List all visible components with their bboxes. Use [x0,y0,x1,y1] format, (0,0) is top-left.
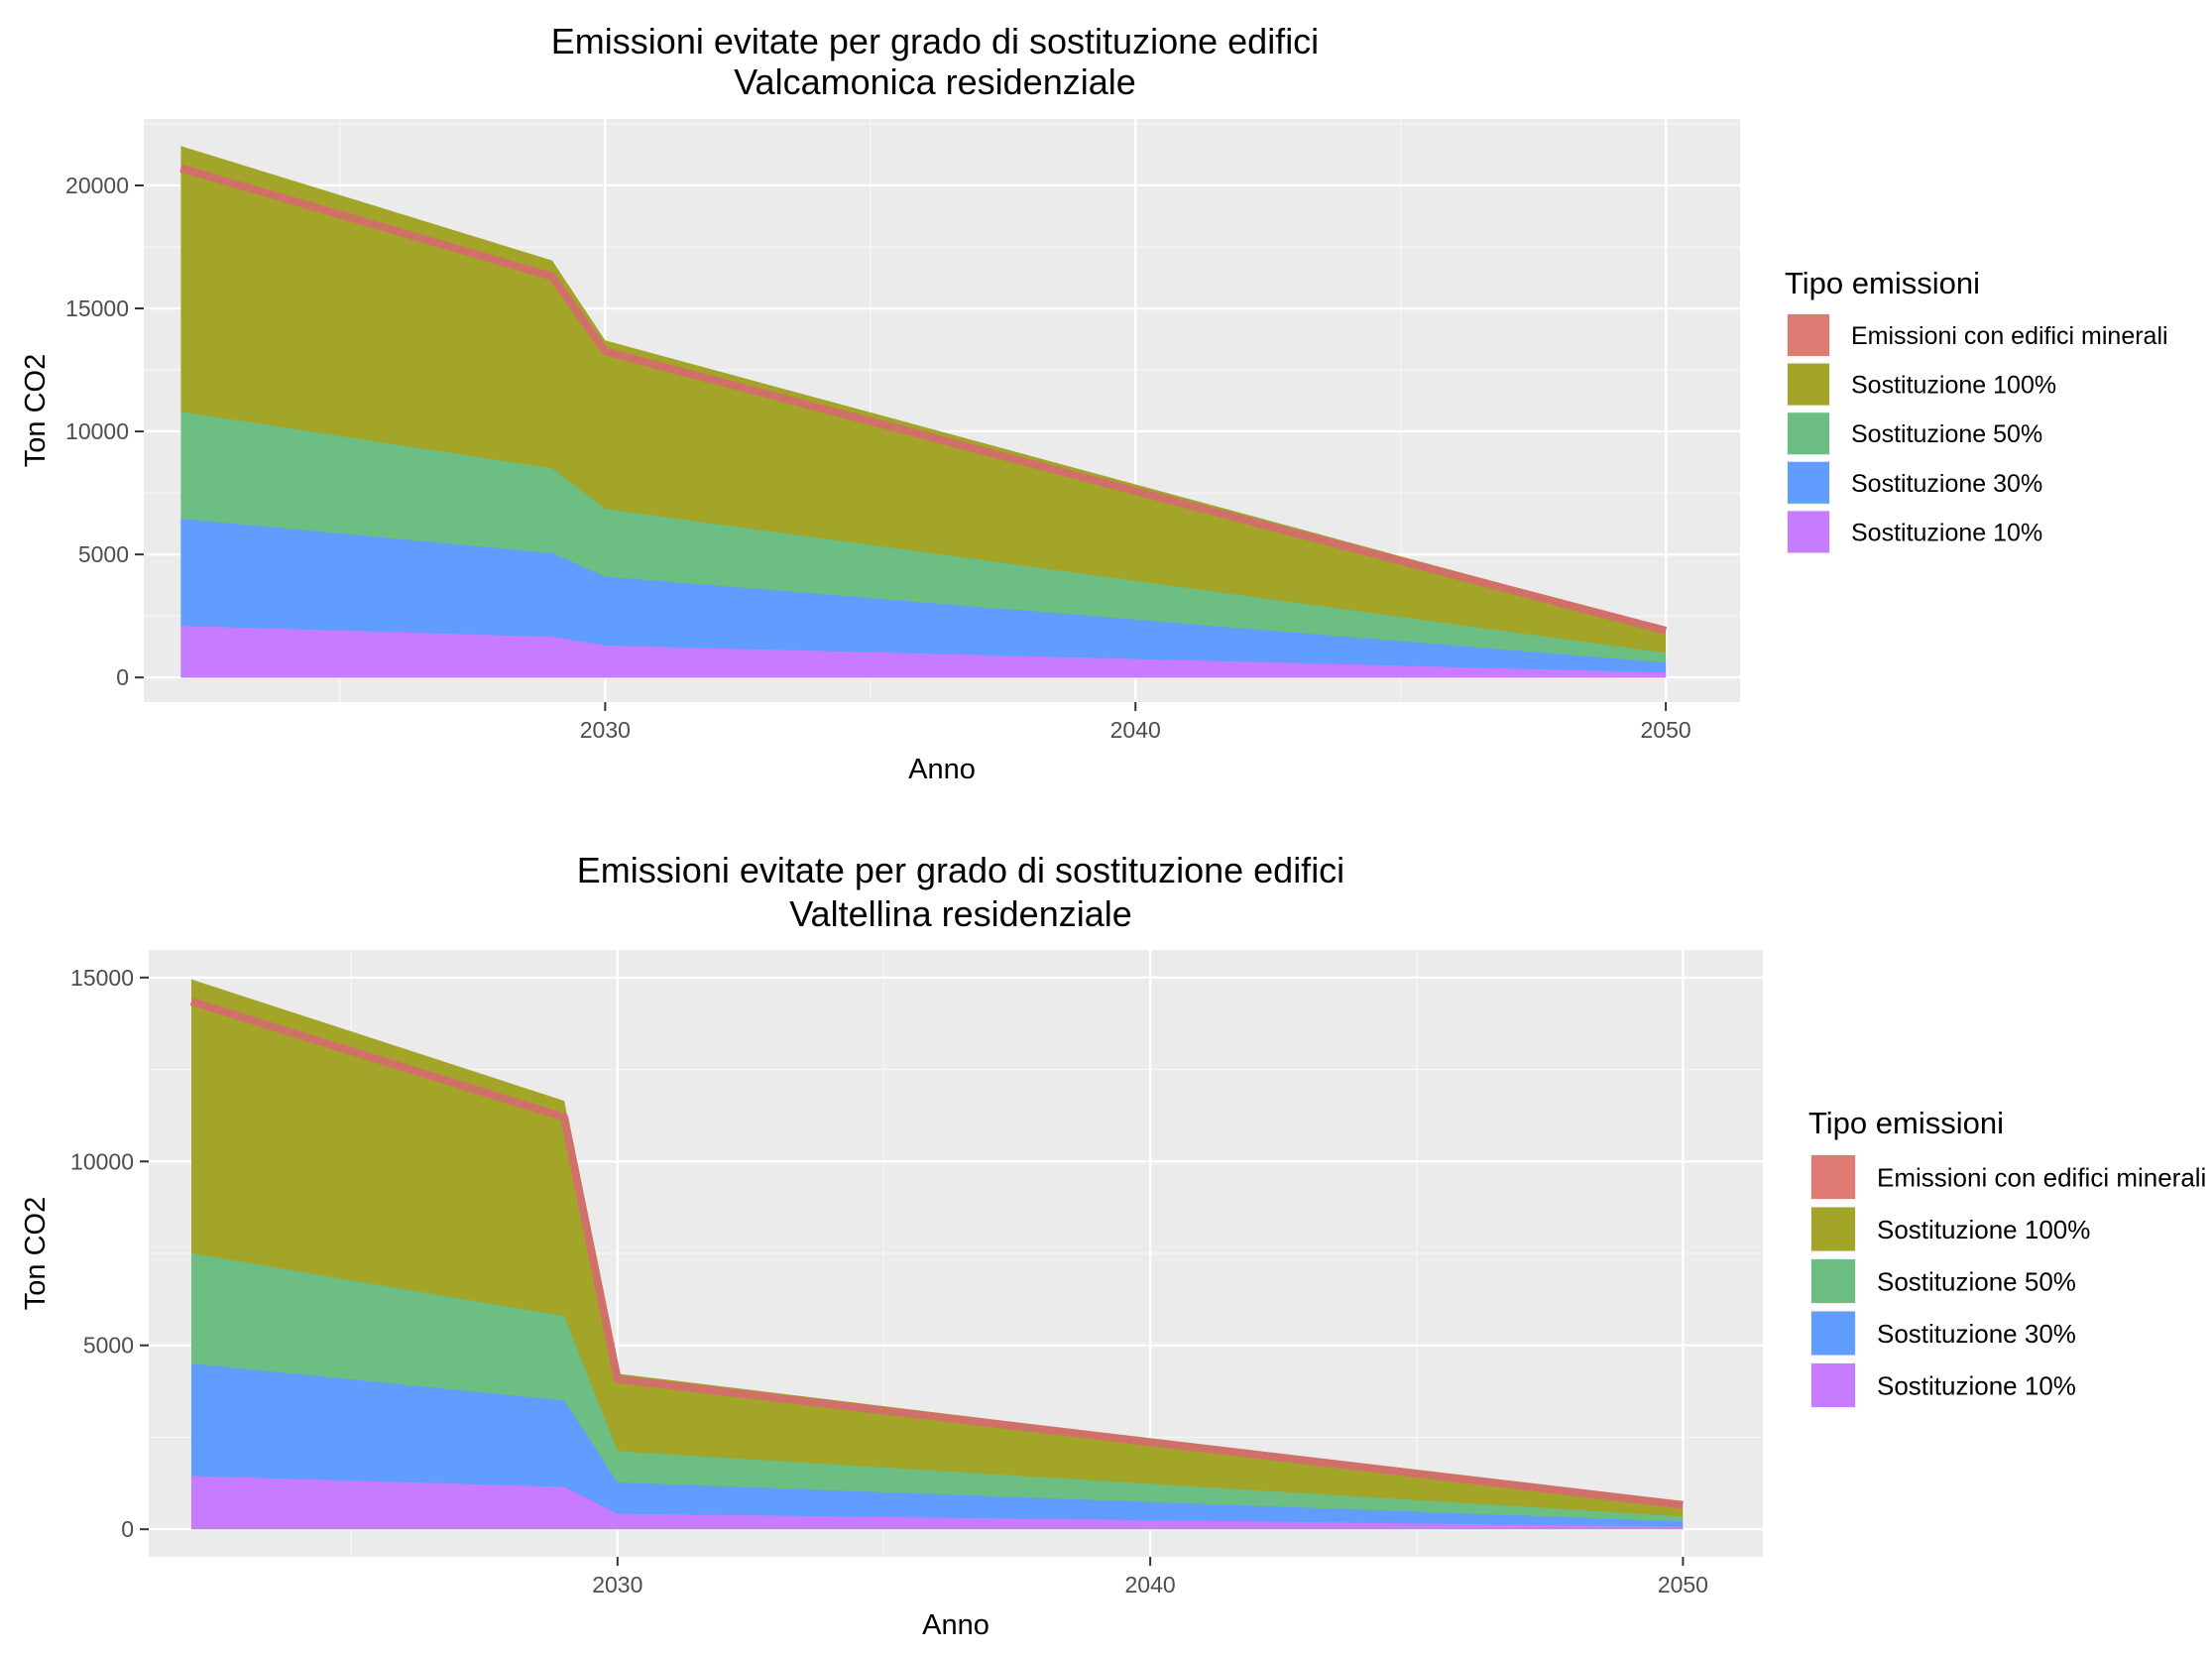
legend: Tipo emissioni Emissioni con edifici mine… [1808,1106,2206,1408]
y-tick-label: 0 [121,1516,134,1542]
y-tick-label: 5000 [78,541,129,567]
legend-label: Sostituzione 30% [1877,1319,2076,1349]
chart-1: Emissioni evitate per grado di sostituzi… [20,21,2168,785]
legend-swatch [1788,511,1829,553]
x-tick-label: 2030 [592,1572,642,1597]
y-tick-label: 10000 [65,418,129,444]
x-axis-label: Anno [922,1609,990,1641]
legend-label: Sostituzione 30% [1851,470,2042,498]
legend-swatch [1811,1259,1855,1303]
x-tick-label: 2040 [1125,1572,1176,1597]
legend-label: Sostituzione 100% [1877,1215,2090,1244]
line-emissioni-con-edifici-minerali [189,998,1684,1509]
legend-label: Sostituzione 50% [1877,1266,2076,1296]
y-tick-label: 0 [116,664,129,690]
y-axis-label: Ton CO2 [20,1197,52,1310]
legend-label: Sostituzione 10% [1851,519,2042,546]
chart-title: Emissioni evitate per grado di sostituzi… [551,21,1319,61]
chart-2: Emissioni evitate per grado di sostituzi… [20,850,2206,1641]
legend-swatch [1788,314,1829,356]
x-tick-label: 2050 [1641,717,1691,743]
legend-swatch [1811,1207,1855,1251]
legend-swatch [1788,413,1829,455]
y-tick-label: 15000 [70,965,134,991]
y-tick-label: 5000 [83,1333,134,1359]
line-emissioni-con-edifici-minerali [179,164,1668,635]
x-tick-label: 2030 [580,717,631,743]
legend-label: Emissioni con edifici minerali [1851,322,2168,350]
legend-label: Emissioni con edifici minerali [1877,1162,2206,1192]
y-axis-label: Ton CO2 [20,354,52,467]
x-tick-label: 2040 [1110,717,1161,743]
legend-swatch [1811,1311,1855,1356]
legend-title: Tipo emissioni [1785,266,1980,300]
legend-swatch [1811,1155,1855,1199]
area-sostituzione-10- [190,1476,1684,1530]
legend-swatch [1811,1363,1855,1407]
legend-label: Sostituzione 50% [1851,420,2042,448]
legend-swatch [1788,461,1829,504]
legend: Tipo emissioni Emissioni con edifici mine… [1785,266,2168,554]
y-tick-label: 20000 [65,173,129,198]
y-tick-label: 15000 [65,296,129,321]
legend-title: Tipo emissioni [1808,1106,2004,1140]
legend-swatch [1788,363,1829,406]
area-sostituzione-10- [180,626,1667,678]
chart-subtitle: Valtellina residenziale [789,893,1132,934]
chart-subtitle: Valcamonica residenziale [734,61,1136,102]
x-axis-label: Anno [908,754,976,785]
chart-title: Emissioni evitate per grado di sostituzi… [577,850,1344,890]
legend-label: Sostituzione 100% [1851,372,2056,400]
y-tick-label: 10000 [70,1148,134,1174]
x-tick-label: 2050 [1658,1572,1708,1597]
legend-label: Sostituzione 10% [1877,1370,2076,1400]
